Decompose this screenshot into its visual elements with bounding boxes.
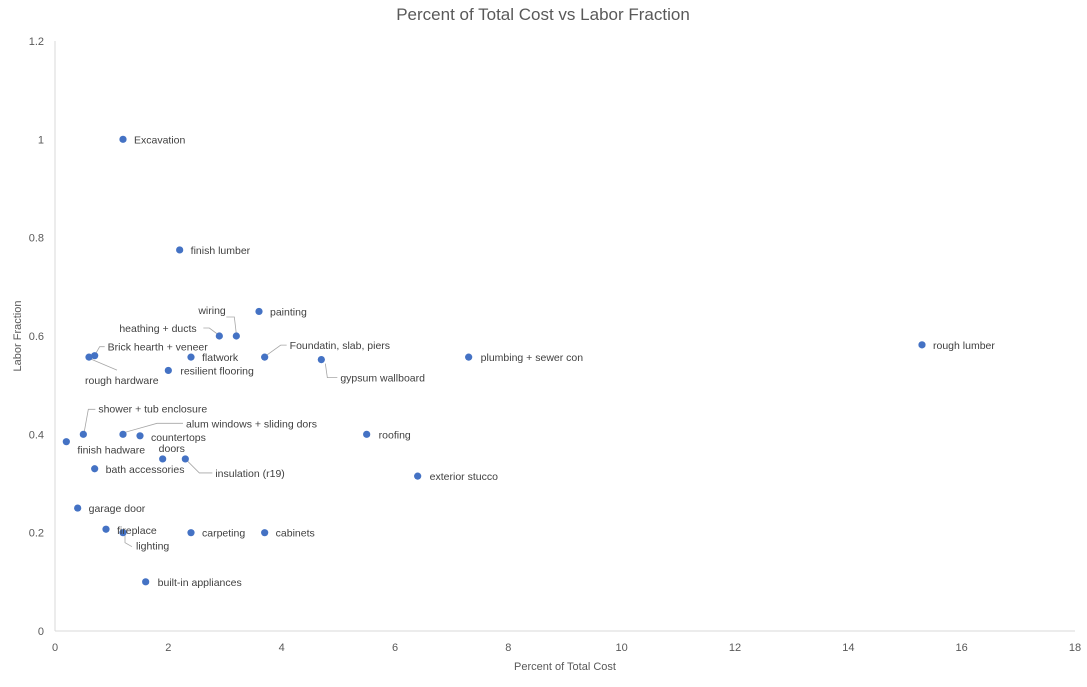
data-label: lighting (136, 541, 169, 553)
data-label: insulation (r19) (215, 468, 284, 480)
data-label: bath accessories (106, 464, 185, 476)
data-label: wiring (197, 305, 226, 317)
data-points (62, 135, 926, 586)
x-tick-label: 0 (52, 642, 58, 654)
y-tick-label: 0.8 (29, 233, 44, 245)
data-point (164, 366, 172, 375)
data-label: rough hardware (85, 375, 159, 387)
data-point (136, 432, 144, 440)
x-tick-label: 4 (279, 642, 285, 654)
leader-line (203, 327, 218, 335)
chart-title: Percent of Total Cost vs Labor Fraction (396, 5, 690, 24)
x-tick-label: 16 (956, 642, 968, 654)
data-point (255, 307, 263, 316)
x-tick-label: 18 (1069, 642, 1081, 654)
x-tick-label: 6 (392, 642, 398, 654)
data-label: shower + tub enclosure (98, 403, 207, 415)
x-tick-label: 10 (616, 642, 628, 654)
data-label: garage door (89, 503, 146, 515)
data-point (119, 135, 127, 143)
data-label: painting (270, 306, 307, 318)
y-tick-label: 0 (38, 626, 44, 638)
data-point (414, 472, 422, 480)
data-label: gypsum wallboard (340, 373, 425, 385)
data-label: resilient flooring (180, 365, 254, 377)
x-tick-label: 12 (729, 642, 741, 654)
x-tick-label: 14 (842, 642, 854, 654)
data-point (159, 455, 167, 463)
data-label: exterior stucco (430, 471, 498, 483)
data-label: doors (159, 443, 185, 455)
data-point (215, 332, 223, 340)
data-labels: Excavation finish lumber wiring painting hea… (77, 134, 995, 589)
data-point (119, 529, 127, 537)
data-point (142, 578, 150, 586)
data-label: Brick hearth + veneer (108, 342, 209, 354)
data-point (261, 529, 269, 537)
data-point (187, 353, 195, 361)
data-point (91, 352, 99, 360)
leader-line (124, 535, 133, 548)
y-axis-label: Labor Fraction (12, 301, 24, 372)
data-point (232, 332, 240, 340)
leader-line (124, 422, 183, 433)
data-point (317, 356, 325, 364)
y-tick-label: 0.4 (29, 429, 44, 441)
data-point (74, 504, 82, 512)
data-point (176, 246, 184, 254)
data-point (918, 341, 926, 349)
data-point (465, 353, 473, 361)
y-tick-label: 1 (38, 134, 44, 146)
x-tick-label: 8 (505, 642, 511, 654)
data-label: cabinets (276, 528, 315, 540)
data-point (102, 525, 110, 533)
data-point (85, 353, 93, 361)
data-point (91, 465, 99, 473)
data-point (181, 455, 189, 463)
data-point (261, 353, 269, 361)
data-label: flatwork (202, 352, 239, 364)
data-label: Foundatin, slab, piers (290, 340, 390, 352)
leader-line (187, 460, 213, 474)
leader-lines (83, 316, 338, 548)
data-point (187, 529, 195, 537)
data-point (363, 430, 371, 438)
leader-line (95, 346, 105, 354)
data-label: carpeting (202, 528, 245, 540)
data-label: roofing (379, 429, 411, 441)
leader-line (90, 358, 118, 371)
data-label: countertops (151, 432, 206, 444)
y-tick-label: 0.2 (29, 528, 44, 540)
data-point (119, 430, 127, 438)
data-point (79, 430, 87, 438)
y-tick-label: 0.6 (29, 331, 44, 343)
data-label: fireplace (117, 525, 157, 537)
data-label: heathing + ducts (119, 323, 196, 335)
data-label: plumbing + sewer con (481, 352, 584, 364)
leader-line (324, 363, 338, 379)
data-point (62, 438, 70, 446)
leader-line (266, 344, 287, 356)
data-label: alum windows + sliding dors (186, 418, 317, 430)
data-label: finish lumber (191, 245, 251, 257)
data-label: Excavation (134, 134, 186, 146)
data-label: built-in appliances (158, 577, 242, 589)
leader-line (83, 408, 96, 432)
x-axis-label: Percent of Total Cost (514, 661, 616, 673)
data-label: rough lumber (933, 340, 995, 352)
leader-line (226, 316, 237, 335)
y-tick-label: 1.2 (29, 36, 44, 48)
x-tick-label: 2 (165, 642, 171, 654)
data-label: finish hadware (77, 445, 145, 457)
axes: 0 2 4 6 8 10 12 14 16 18 0 0.2 0.4 0.6 0.8 1 1.2 (29, 36, 1081, 654)
